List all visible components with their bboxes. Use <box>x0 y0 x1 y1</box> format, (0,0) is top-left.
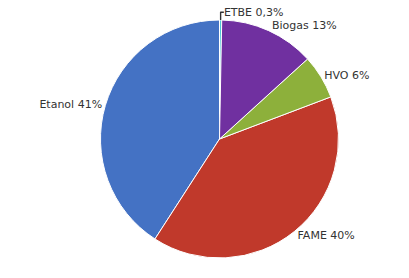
svg-text:ETBE 0,3%: ETBE 0,3% <box>224 6 284 19</box>
svg-text:Biogas 13%: Biogas 13% <box>272 19 337 32</box>
svg-text:Etanol 41%: Etanol 41% <box>39 98 102 111</box>
svg-text:FAME 40%: FAME 40% <box>298 229 355 242</box>
svg-text:HVO 6%: HVO 6% <box>324 69 369 82</box>
